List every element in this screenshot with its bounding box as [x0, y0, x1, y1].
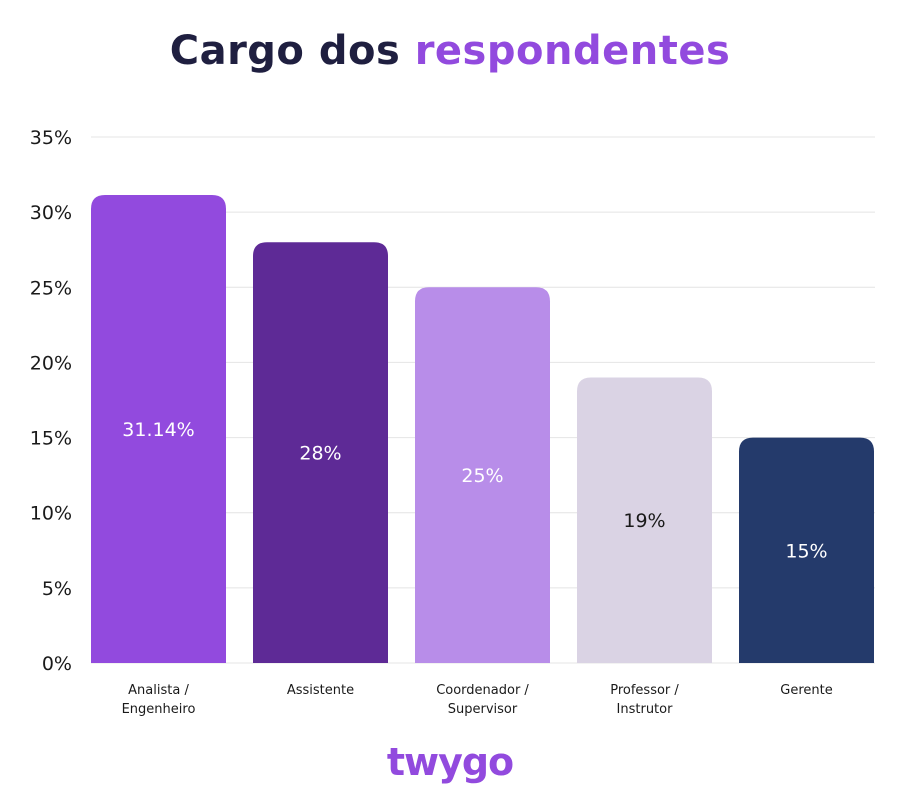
data-label: 31.14%: [122, 419, 194, 441]
data-label: 25%: [461, 465, 503, 487]
bar: [415, 287, 550, 663]
y-tick-label: 0%: [42, 653, 72, 675]
bar: [91, 195, 226, 663]
x-tick-label: Supervisor: [448, 702, 518, 717]
y-tick-label: 25%: [30, 277, 72, 299]
y-tick-label: 30%: [30, 202, 72, 224]
data-label: 28%: [299, 443, 341, 465]
bar: [577, 377, 712, 663]
y-tick-label: 35%: [30, 127, 72, 149]
x-tick-label: Assistente: [287, 683, 354, 698]
y-tick-label: 5%: [42, 578, 72, 600]
y-tick-label: 20%: [30, 352, 72, 374]
twygo-logo: twygo: [386, 740, 514, 784]
x-tick-label: Instrutor: [617, 702, 674, 717]
y-tick-label: 15%: [30, 428, 72, 450]
x-tick-label: Analista /: [128, 683, 189, 698]
title-part-2: respondentes: [414, 28, 731, 74]
x-tick-label: Coordenador /: [436, 683, 529, 698]
bar: [253, 242, 388, 663]
x-tick-label: Professor /: [610, 683, 679, 698]
x-tick-label: Engenheiro: [122, 702, 196, 717]
bar: [739, 437, 874, 663]
data-label: 19%: [623, 510, 665, 532]
y-tick-label: 10%: [30, 503, 72, 525]
title-part-1: Cargo dos: [169, 28, 401, 74]
x-tick-label: Gerente: [780, 683, 832, 698]
chart-title: Cargo dos respondentes: [0, 28, 900, 74]
data-label: 15%: [785, 540, 827, 562]
